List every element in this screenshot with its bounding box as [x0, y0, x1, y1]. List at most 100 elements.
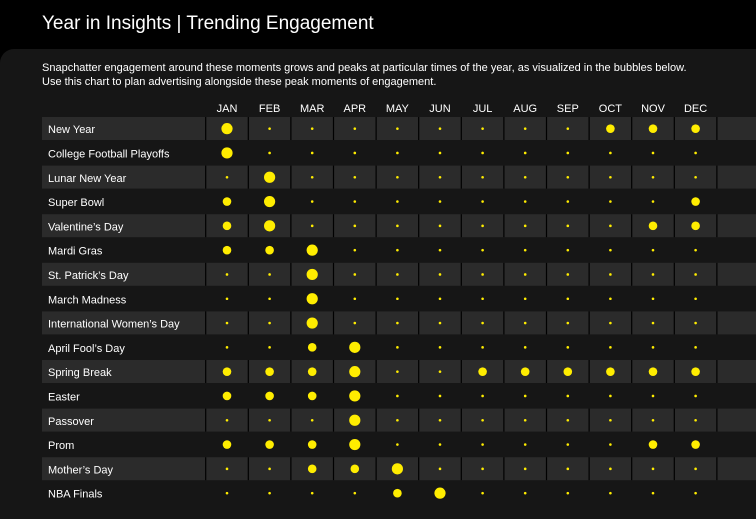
engagement-bubble-chart: New Year College Football Playoffs Lunar N… — [42, 103, 756, 501]
bubble — [694, 321, 697, 325]
bubble — [609, 443, 612, 446]
bubble — [651, 151, 655, 155]
column-separator — [503, 214, 505, 238]
row-band — [42, 360, 756, 383]
bubble — [353, 127, 357, 130]
column-separator — [588, 457, 590, 481]
column-separator — [503, 408, 505, 432]
bubble — [691, 367, 700, 376]
month-header: SEP — [557, 103, 579, 115]
column-separator — [673, 165, 675, 189]
bubble — [566, 321, 570, 325]
column-separator — [418, 457, 420, 481]
bubble — [268, 418, 271, 422]
column-separator — [247, 408, 249, 432]
bubble — [396, 321, 399, 325]
column-separator — [418, 311, 420, 335]
bubble — [353, 175, 357, 179]
month-header: OCT — [599, 103, 623, 115]
column-separator — [716, 311, 718, 335]
bubble — [563, 367, 573, 376]
column-separator — [247, 311, 249, 335]
bubble — [651, 175, 655, 179]
column-separator — [375, 165, 377, 189]
bubble — [310, 491, 314, 495]
bubble — [349, 438, 361, 451]
bubble — [606, 367, 615, 376]
bubble — [264, 171, 276, 183]
bubble — [694, 297, 697, 301]
bubble — [520, 367, 530, 376]
month-header: MAR — [300, 103, 325, 115]
row-label: Easter — [48, 391, 80, 403]
column-separator — [375, 117, 377, 140]
bubble — [268, 273, 271, 276]
column-separator — [418, 262, 420, 286]
bubble — [609, 200, 612, 203]
bubble — [523, 224, 527, 228]
bubble — [523, 151, 527, 155]
bubble — [691, 124, 700, 133]
column-separator — [545, 408, 548, 432]
bubble — [225, 297, 229, 301]
bubble — [396, 394, 399, 398]
bubble — [438, 200, 442, 203]
bubble — [609, 491, 612, 495]
row-label: Super Bowl — [48, 197, 104, 209]
bubble — [609, 224, 612, 228]
bubble — [523, 491, 527, 495]
bubble — [438, 321, 442, 325]
bubble — [481, 418, 484, 422]
column-separator — [588, 360, 590, 383]
month-header: JUL — [473, 103, 493, 115]
bubble — [481, 467, 484, 471]
column-separator — [205, 262, 207, 286]
bubble — [523, 175, 527, 179]
bubble — [438, 346, 442, 349]
column-separator — [332, 214, 335, 238]
column-separator — [247, 457, 249, 481]
column-separator — [716, 117, 718, 140]
bubble — [691, 440, 700, 449]
column-separator — [290, 311, 292, 335]
bubble — [310, 200, 314, 203]
column-separator — [247, 262, 249, 286]
column-separator — [545, 360, 548, 383]
bubble — [523, 443, 527, 446]
bubble — [694, 418, 697, 422]
row-label: Passover — [48, 416, 94, 428]
bubble — [225, 273, 229, 276]
column-separator — [673, 408, 675, 432]
bubble — [694, 467, 697, 471]
bubble — [349, 390, 361, 402]
bubble — [606, 124, 615, 133]
bubble — [481, 175, 484, 179]
bubble — [609, 151, 612, 155]
bubble — [265, 391, 274, 401]
bubble — [438, 248, 442, 252]
bubble — [349, 414, 361, 426]
bubble — [566, 200, 570, 203]
bubble — [353, 273, 357, 276]
bubble — [478, 367, 487, 376]
column-separator — [673, 117, 675, 140]
bubble — [264, 195, 276, 208]
bubble — [651, 200, 655, 203]
bubble — [651, 248, 655, 252]
column-separator — [588, 311, 590, 335]
bubble — [523, 127, 527, 130]
column-separator — [673, 311, 675, 335]
bubble — [523, 297, 527, 301]
intro-text: Snapchatter engagement around these mome… — [42, 61, 752, 89]
column-separator — [332, 165, 335, 189]
bubble — [566, 151, 570, 155]
column-separator — [290, 117, 292, 140]
bubble — [566, 467, 570, 471]
bubble — [694, 394, 697, 398]
column-separator — [588, 165, 590, 189]
bubble — [651, 321, 655, 325]
column-separator — [545, 214, 548, 238]
bubble — [268, 151, 271, 155]
bubble — [648, 124, 658, 133]
column-separator — [418, 408, 420, 432]
